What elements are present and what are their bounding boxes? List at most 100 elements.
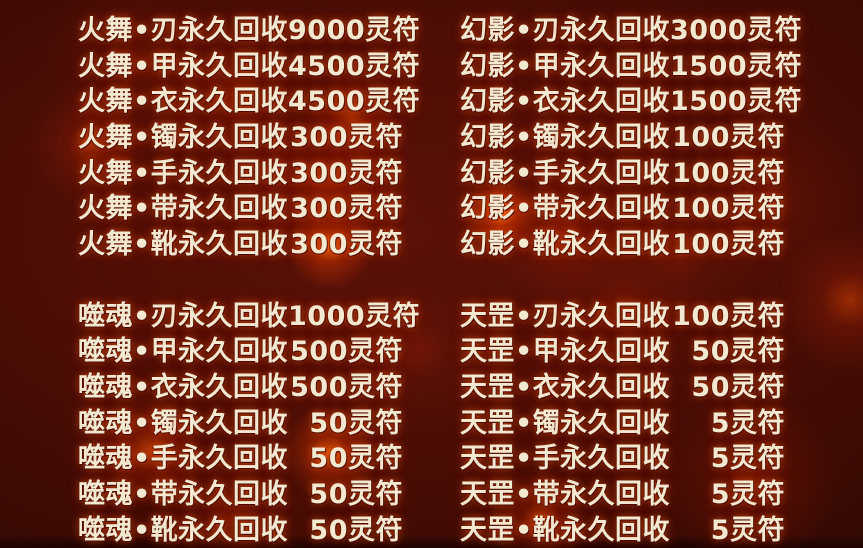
recycle-label: 永久回收 xyxy=(560,193,670,225)
item-name: 噬魂•镯 xyxy=(78,407,179,439)
price-entry-right: 幻影•衣 永久回收 1500灵符 xyxy=(460,84,802,120)
recycle-label: 永久回收 xyxy=(178,443,288,475)
price-entry-right: 天罡•甲 永久回收 50灵符 xyxy=(460,334,785,370)
item-name: 天罡•带 xyxy=(460,478,561,510)
price-row: 噬魂•刃 永久回收 1000灵符 天罡•刃 永久回收 100灵符 xyxy=(0,299,863,335)
price-row: 噬魂•带 永久回收 50灵符 天罡•带 永久回收 5灵符 xyxy=(0,477,863,513)
price-value: 4500灵符 xyxy=(288,86,421,118)
item-name: 幻影•刃 xyxy=(460,15,561,46)
price-entry-left: 火舞•甲 永久回收 4500灵符 xyxy=(78,49,420,85)
recycle-price-list: 火舞•刃 永久回收 9000灵符 幻影•刃 永久回收 3000灵符 火舞•甲 永… xyxy=(0,13,863,548)
recycle-label: 永久回收 xyxy=(178,336,288,368)
price-row: 噬魂•衣 永久回收 500灵符 天罡•衣 永久回收 50灵符 xyxy=(0,370,863,406)
price-entry-left: 噬魂•带 永久回收 50灵符 xyxy=(78,477,403,513)
item-name: 火舞•甲 xyxy=(78,50,179,82)
price-value: 9000灵符 xyxy=(288,15,421,46)
recycle-label: 永久回收 xyxy=(560,443,670,475)
price-value: 50灵符 xyxy=(309,407,403,439)
price-value: 500灵符 xyxy=(290,336,403,368)
recycle-label: 永久回收 xyxy=(560,15,670,46)
item-name: 天罡•甲 xyxy=(460,336,561,368)
price-value: 50灵符 xyxy=(691,336,785,368)
price-value: 50灵符 xyxy=(309,514,403,546)
price-row: 火舞•镯 永久回收 300灵符 幻影•镯 永久回收 100灵符 xyxy=(0,120,863,156)
price-value: 300灵符 xyxy=(290,193,403,225)
recycle-label: 永久回收 xyxy=(178,407,288,439)
price-entry-right: 天罡•衣 永久回收 50灵符 xyxy=(460,370,785,406)
price-value: 1500灵符 xyxy=(670,86,803,118)
price-row: 火舞•甲 永久回收 4500灵符 幻影•甲 永久回收 1500灵符 xyxy=(0,49,863,85)
price-value: 300灵符 xyxy=(290,122,403,154)
price-value: 1500灵符 xyxy=(670,50,803,82)
price-value: 3000灵符 xyxy=(670,15,803,46)
item-name: 天罡•靴 xyxy=(460,514,561,546)
price-entry-right: 幻影•带 永久回收 100灵符 xyxy=(460,191,785,227)
item-name: 火舞•镯 xyxy=(78,122,179,154)
price-value: 100灵符 xyxy=(672,229,785,261)
price-value: 100灵符 xyxy=(672,193,785,225)
recycle-label: 永久回收 xyxy=(178,86,288,118)
price-row: 火舞•靴 永久回收 300灵符 幻影•靴 永久回收 100灵符 xyxy=(0,227,863,263)
recycle-label: 永久回收 xyxy=(178,478,288,510)
recycle-label: 永久回收 xyxy=(560,229,670,261)
price-row: 火舞•刃 永久回收 9000灵符 幻影•刃 永久回收 3000灵符 xyxy=(0,13,863,49)
price-entry-left: 火舞•手 永久回收 300灵符 xyxy=(78,156,403,192)
price-value: 100灵符 xyxy=(672,122,785,154)
item-name: 天罡•手 xyxy=(460,443,561,475)
recycle-label: 永久回收 xyxy=(560,478,670,510)
price-value: 4500灵符 xyxy=(288,50,421,82)
item-name: 火舞•手 xyxy=(78,157,179,189)
price-row: 噬魂•手 永久回收 50灵符 天罡•手 永久回收 5灵符 xyxy=(0,441,863,477)
price-row: 噬魂•镯 永久回收 50灵符 天罡•镯 永久回收 5灵符 xyxy=(0,406,863,442)
recycle-label: 永久回收 xyxy=(178,193,288,225)
price-entry-left: 火舞•靴 永久回收 300灵符 xyxy=(78,227,403,263)
group-gap xyxy=(0,263,863,299)
price-value: 300灵符 xyxy=(290,229,403,261)
price-row: 火舞•带 永久回收 300灵符 幻影•带 永久回收 100灵符 xyxy=(0,191,863,227)
price-entry-left: 噬魂•靴 永久回收 50灵符 xyxy=(78,513,403,548)
price-entry-left: 噬魂•衣 永久回收 500灵符 xyxy=(78,370,403,406)
recycle-label: 永久回收 xyxy=(178,15,288,46)
price-entry-left: 火舞•镯 永久回收 300灵符 xyxy=(78,120,403,156)
price-value: 100灵符 xyxy=(672,300,785,332)
item-name: 噬魂•甲 xyxy=(78,336,179,368)
price-entry-left: 火舞•衣 永久回收 4500灵符 xyxy=(78,84,420,120)
recycle-label: 永久回收 xyxy=(560,157,670,189)
item-name: 噬魂•刃 xyxy=(78,300,179,332)
item-name: 幻影•甲 xyxy=(460,50,561,82)
price-value: 5灵符 xyxy=(710,478,785,510)
item-name: 火舞•衣 xyxy=(78,86,179,118)
price-value: 50灵符 xyxy=(309,478,403,510)
price-value: 5灵符 xyxy=(710,443,785,475)
price-value: 300灵符 xyxy=(290,157,403,189)
recycle-label: 永久回收 xyxy=(560,86,670,118)
recycle-label: 永久回收 xyxy=(178,371,288,403)
item-name: 火舞•刃 xyxy=(78,15,179,46)
item-name: 天罡•刃 xyxy=(460,300,561,332)
price-entry-right: 幻影•手 永久回收 100灵符 xyxy=(460,156,785,192)
price-entry-left: 噬魂•刃 永久回收 1000灵符 xyxy=(78,299,420,335)
price-value: 500灵符 xyxy=(290,371,403,403)
recycle-label: 永久回收 xyxy=(560,336,670,368)
recycle-label: 永久回收 xyxy=(560,122,670,154)
recycle-label: 永久回收 xyxy=(178,122,288,154)
item-name: 火舞•带 xyxy=(78,193,179,225)
price-value: 100灵符 xyxy=(672,157,785,189)
price-value: 5灵符 xyxy=(710,514,785,546)
item-name: 幻影•靴 xyxy=(460,229,561,261)
price-entry-left: 噬魂•甲 永久回收 500灵符 xyxy=(78,334,403,370)
item-name: 幻影•衣 xyxy=(460,86,561,118)
price-entry-right: 天罡•靴 永久回收 5灵符 xyxy=(460,513,785,548)
item-name: 火舞•靴 xyxy=(78,229,179,261)
recycle-label: 永久回收 xyxy=(560,371,670,403)
item-name: 噬魂•手 xyxy=(78,443,179,475)
price-entry-right: 天罡•手 永久回收 5灵符 xyxy=(460,441,785,477)
item-name: 幻影•带 xyxy=(460,193,561,225)
recycle-label: 永久回收 xyxy=(560,407,670,439)
item-name: 噬魂•靴 xyxy=(78,514,179,546)
price-row: 火舞•手 永久回收 300灵符 幻影•手 永久回收 100灵符 xyxy=(0,156,863,192)
recycle-label: 永久回收 xyxy=(560,514,670,546)
item-name: 幻影•镯 xyxy=(460,122,561,154)
recycle-label: 永久回收 xyxy=(560,50,670,82)
recycle-label: 永久回收 xyxy=(178,514,288,546)
